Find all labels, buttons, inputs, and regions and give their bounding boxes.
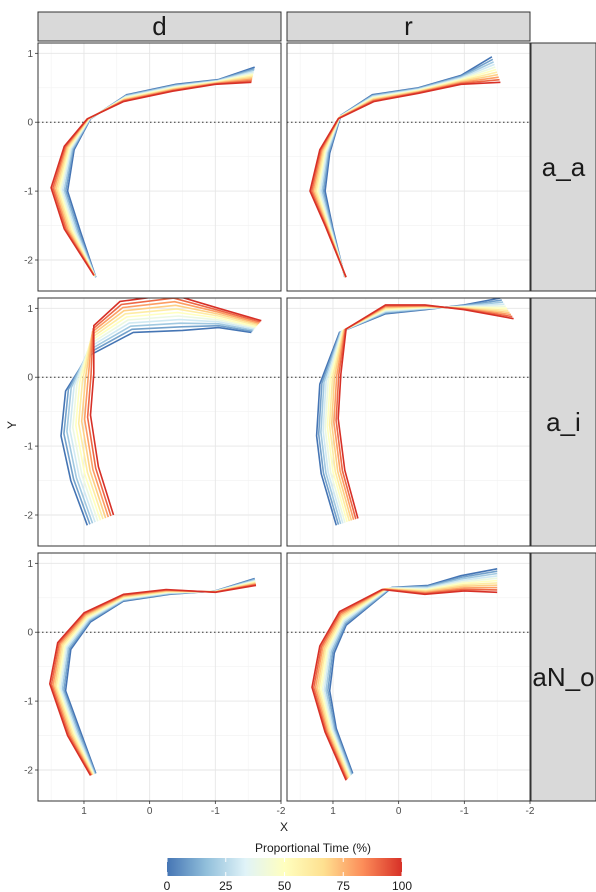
- series-line: [320, 579, 498, 778]
- y-tick-label: -1: [24, 187, 33, 198]
- x-tick-label: 1: [81, 806, 87, 817]
- y-tick-label: -1: [24, 697, 33, 708]
- facet-row-strip: a_i: [530, 297, 596, 547]
- x-tick-label: 0: [396, 806, 402, 817]
- series-line: [89, 298, 262, 516]
- series-line: [323, 575, 498, 776]
- panel-d-a_a: 1 0 -1 -2: [24, 42, 282, 292]
- legend: Proportional Time (%) 0 25 50 75 100: [164, 841, 413, 892]
- legend-title: Proportional Time (%): [255, 841, 371, 855]
- legend-tick-label: 25: [219, 879, 233, 892]
- grid: [287, 553, 530, 801]
- panel-d-aN_o: 1 0 -1 -2 1 0 -1 -2: [24, 552, 286, 817]
- x-axis-title: X: [280, 820, 288, 834]
- facet-row-strip: aN_o: [530, 552, 596, 802]
- facet-column-strip: d: [37, 11, 282, 42]
- legend-tick-label: 75: [337, 879, 351, 892]
- series-line: [316, 584, 498, 779]
- y-tick-label: 0: [27, 118, 33, 129]
- contour-lines: [309, 56, 501, 278]
- grid: [38, 43, 281, 291]
- y-tick-label: 0: [27, 373, 33, 384]
- facet-panels: d r a_a a_i aN_o 1 0 -1 -2 1 0 -1 -2 1 0 -1 -2 1 0 -1 -2 1 0 -1…: [24, 11, 596, 817]
- series-line: [309, 81, 501, 278]
- series-line: [314, 586, 498, 780]
- y-axis-title: Y: [5, 421, 19, 429]
- contour-lines: [49, 577, 257, 776]
- x-tick-label: 0: [147, 806, 153, 817]
- y-tick-label: -2: [24, 511, 33, 522]
- series-line: [325, 572, 498, 776]
- y-tick-label: -1: [24, 442, 33, 453]
- series-line: [311, 588, 498, 781]
- panel-r-a_a: [286, 42, 531, 292]
- series-line: [50, 81, 252, 276]
- panel-r-a_i: [286, 297, 531, 547]
- contour-lines: [311, 568, 498, 781]
- y-tick-label: 1: [27, 49, 33, 60]
- y-tick-label: 1: [27, 559, 33, 570]
- y-tick-label: -2: [24, 256, 33, 267]
- panel-r-aN_o: 1 0 -1 -2: [286, 552, 535, 817]
- facet-column-label: d: [152, 11, 166, 41]
- legend-tick-label: 0: [164, 879, 171, 892]
- y-tick-label: 0: [27, 628, 33, 639]
- x-tick-label: -2: [526, 806, 535, 817]
- contour-lines: [50, 66, 255, 278]
- facet-row-label: aN_o: [532, 662, 594, 692]
- y-tick-label: -2: [24, 766, 33, 777]
- series-line: [49, 584, 257, 776]
- x-tick-label: 1: [330, 806, 336, 817]
- series-line: [312, 588, 498, 780]
- legend-tick-label: 100: [392, 879, 412, 892]
- facet-row-label: a_a: [542, 152, 586, 182]
- series-line: [321, 577, 498, 777]
- x-tick-label: -1: [460, 806, 469, 817]
- series-line: [337, 304, 514, 519]
- panel-d-a_i: 1 0 -1 -2: [24, 297, 282, 547]
- y-tick-label: 1: [27, 304, 33, 315]
- facet-row-label: a_i: [546, 407, 581, 437]
- series-line: [327, 570, 498, 775]
- contour-lines: [315, 298, 514, 526]
- series-line: [318, 582, 498, 778]
- contour-lines: [60, 298, 262, 526]
- facet-column-strip: r: [286, 11, 531, 42]
- x-tick-label: -2: [277, 806, 286, 817]
- facet-row-strip: a_a: [530, 42, 596, 292]
- facet-column-label: r: [404, 11, 413, 41]
- series-line: [328, 568, 498, 774]
- legend-tick-label: 50: [278, 879, 292, 892]
- legend-colorbar: [167, 858, 402, 876]
- x-tick-label: -1: [211, 806, 220, 817]
